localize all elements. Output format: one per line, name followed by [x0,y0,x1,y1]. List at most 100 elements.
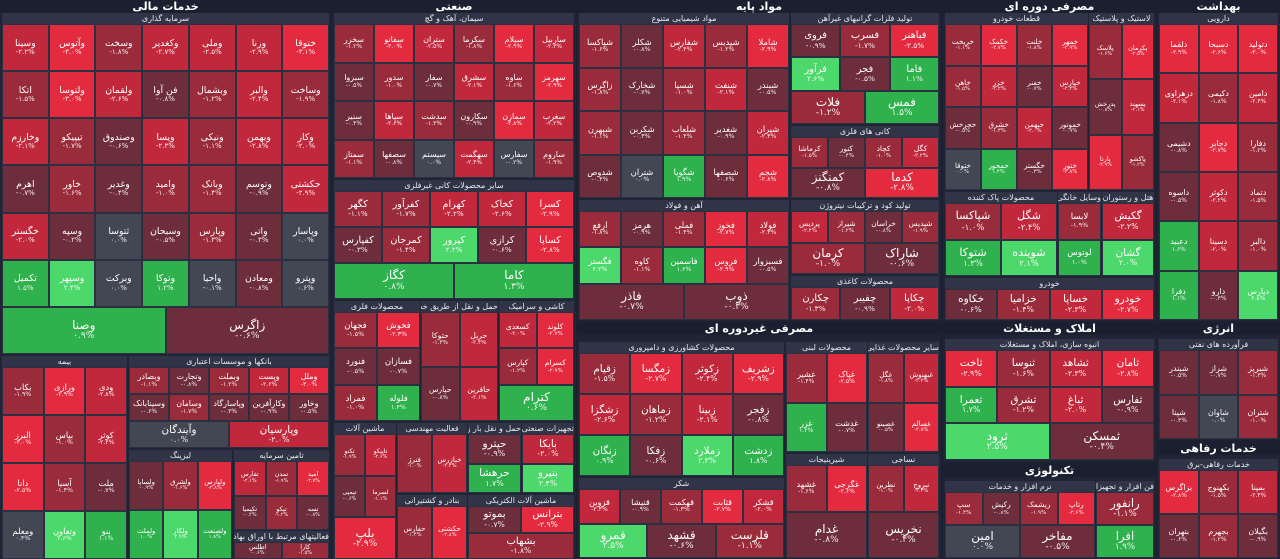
stock-tile[interactable]: حافرین -۲.۱% [459,366,498,421]
stock-tile[interactable]: ومعلم ۰.۴% [2,511,44,559]
stock-tile[interactable]: زاگرس -۰.۶% [165,306,329,354]
stock-tile[interactable]: ثشاهد -۲.۳% [1049,350,1102,387]
stock-tile[interactable]: شراز -۰.۷% [1198,350,1239,395]
stock-tile[interactable]: شدوص -۰.۴% [579,154,621,198]
stock-tile[interactable]: وپاسار ۰.۰% [282,212,329,260]
stock-tile[interactable]: غصینو -۰.۵% [868,402,904,452]
stock-tile[interactable]: سمازن -۲.۸% [494,101,534,140]
stock-tile[interactable]: ویسا -۲.۳% [142,118,189,166]
stock-tile[interactable]: وبهمن -۲.۸% [235,118,283,166]
stock-tile[interactable]: سدشت -۱.۳% [414,101,454,140]
stock-tile[interactable]: امید -۲.۷% [297,461,329,496]
stock-tile[interactable]: خبهمن -۲.۰% [1016,107,1053,149]
stock-tile[interactable]: ثفارس -۰.۹% [1101,386,1154,424]
stock-tile[interactable]: شبندر -۰.۵% [1159,350,1199,395]
stock-tile[interactable]: دارو -۰.۳% [1198,270,1239,320]
stock-tile[interactable]: وکارآفرین -۰.۹% [249,394,289,421]
stock-tile[interactable]: زقیام -۱.۵% [579,353,631,394]
stock-tile[interactable]: بنو ۱.۱% [85,511,127,559]
stock-tile[interactable]: فاسمین ۱.۶% [663,247,705,284]
stock-tile[interactable]: تپکو -۱.۲% [265,495,298,530]
stock-tile[interactable]: سهرمز -۲.۹% [534,62,574,101]
stock-tile[interactable]: تیپیکو -۱.۷% [48,118,96,166]
stock-tile[interactable]: شپدیس -۱.۹% [902,211,939,243]
stock-tile[interactable]: وسبحان -۰.۵% [142,212,189,260]
stock-tile[interactable]: ثمسکن -۰.۴% [1049,423,1154,460]
stock-tile[interactable]: اتکا -۱.۵% [2,71,49,119]
stock-tile[interactable]: تسه -۰.۸% [297,495,329,530]
stock-tile[interactable]: شتران -۱.۰% [1238,394,1278,439]
stock-tile[interactable]: وسپه -۰.۲% [48,212,96,260]
stock-tile[interactable]: بترانس -۲.۹% [521,506,574,533]
stock-tile[interactable]: غشیر -۱.۴% [786,353,827,403]
stock-tile[interactable]: سپ -۱.۴% [945,492,983,525]
stock-tile[interactable]: سکارون -۰.۹% [454,101,494,140]
stock-tile[interactable]: شاراک -۰.۶% [865,242,939,274]
stock-tile[interactable]: نبروج -۲.۳% [903,465,939,512]
stock-tile[interactable]: دفارا -۱.۲% [1238,122,1278,172]
stock-tile[interactable]: کساپا -۲.۸% [526,227,574,263]
stock-tile[interactable]: حپارس -۰.۸% [421,366,460,421]
stock-tile[interactable]: تپمپی -۰.۶% [334,475,365,518]
stock-tile[interactable]: ولشرق -۱.۶% [163,461,198,510]
stock-tile[interactable]: شپاکسا -۱.۶% [579,24,621,68]
stock-tile[interactable]: وساخت -۱.۹% [282,71,329,119]
stock-tile[interactable]: مفاخر -۰.۵% [1020,525,1095,558]
stock-tile[interactable]: وسپهر ۲.۴% [48,259,96,307]
stock-tile[interactable]: پردیس -۲.۴% [791,211,828,243]
stock-tile[interactable]: شکلر -۰.۸% [621,24,663,68]
stock-tile[interactable]: بایکا -۲.۰% [522,434,574,464]
stock-tile[interactable]: غدشت -۰.۷% [826,402,867,452]
stock-tile[interactable]: پلاسک -۱.۶% [1089,24,1122,80]
stock-tile[interactable]: وسینا -۲.۲% [2,24,49,72]
stock-tile[interactable]: شیراز -۱.۲% [828,211,865,243]
stock-tile[interactable]: والبر -۲.۴% [235,71,283,119]
stock-tile[interactable]: ثشرق -۱.۲% [997,386,1050,424]
stock-tile[interactable]: ریشمک -۱.۹% [1020,492,1058,525]
stock-tile[interactable]: خراسان -۰.۸% [865,211,902,243]
stock-tile[interactable]: خچرخش -۰.۵% [945,107,981,149]
stock-tile[interactable]: ستران -۲.۵% [414,24,454,63]
stock-tile[interactable]: کنور -۰.۴% [828,137,865,168]
stock-tile[interactable]: فسرب -۱.۷% [840,24,890,58]
stock-tile[interactable]: قنیشا -۰.۹% [620,489,661,524]
stock-tile[interactable]: حرهشا ۱.۷% [468,463,521,493]
stock-tile[interactable]: فسازان -۰.۷% [377,348,420,385]
stock-tile[interactable]: زدشت ۱.۸% [732,435,784,476]
stock-tile[interactable]: حفارس -۱.۴% [397,506,432,559]
stock-tile[interactable]: زمگسا -۲.۷% [630,353,682,394]
stock-tile[interactable]: سنیر -۰.۴% [334,101,374,140]
stock-tile[interactable]: وپست -۲.۶% [249,367,289,394]
stock-tile[interactable]: شسپا -۱.۰% [663,67,705,111]
stock-tile[interactable]: کفپارس -۰.۳% [334,227,382,263]
stock-tile[interactable]: شتوکا ۱.۳% [945,239,1001,276]
stock-tile[interactable]: سغرب -۲.۲% [534,101,574,140]
stock-tile[interactable]: حتوکا -۱.۳% [421,312,460,367]
stock-tile[interactable]: وکغدیر -۲.۷% [142,24,189,72]
stock-tile[interactable]: فن آوا -۰.۸% [142,71,189,119]
stock-tile[interactable]: شیران -۲.۳% [747,111,789,155]
stock-tile[interactable]: شپاکسا -۱.۰% [945,203,1001,240]
stock-tile[interactable]: قشکر -۲.۰% [743,489,784,524]
stock-tile[interactable]: قشهد -۰.۶% [647,523,716,558]
stock-tile[interactable]: دانا -۲.۵% [2,463,44,511]
stock-tile[interactable]: غدام -۰.۸% [786,511,867,558]
stock-tile[interactable]: اطلس -۰.۶% [234,542,282,559]
stock-tile[interactable]: سفار -۰.۷% [414,62,454,101]
stock-tile[interactable]: ثامان -۲.۸% [1101,350,1154,387]
stock-tile[interactable]: زفکا -۰.۶% [630,435,682,476]
stock-tile[interactable]: فخوز -۲.۷% [705,211,747,248]
stock-tile[interactable]: وبرکت ۰.۰% [95,259,143,307]
stock-tile[interactable]: واحیا -۰.۱% [188,259,236,307]
stock-tile[interactable]: تاپیکو -۲.۶% [365,434,396,476]
stock-tile[interactable]: وکار -۲.۰% [282,118,329,166]
stock-tile[interactable]: خگستر -۲.۰% [2,212,49,260]
stock-tile[interactable]: قلرست -۱.۱% [715,523,784,558]
stock-tile[interactable]: لابسا -۱.۹% [1058,203,1101,240]
stock-tile[interactable]: بکاب -۱.۹% [2,367,44,415]
stock-tile[interactable]: دزهراوی -۲.۱% [1159,73,1199,123]
stock-tile[interactable]: شخارک -۰.۷% [621,67,663,111]
stock-tile[interactable]: پاکشو -۱.۲% [1121,134,1154,190]
stock-tile[interactable]: هرمز -۰.۹% [621,211,663,248]
stock-tile[interactable]: غزر ۱.۲% [786,402,827,452]
